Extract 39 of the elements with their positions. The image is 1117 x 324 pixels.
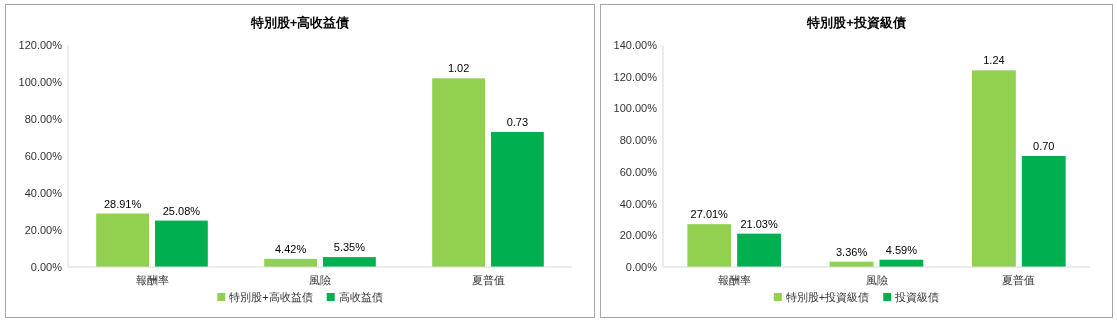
data-label: 27.01% [690, 208, 729, 221]
y-tick-label: 0.00% [625, 261, 658, 273]
legend-label: 投資級債 [894, 291, 940, 303]
legend-label: 高收益債 [338, 291, 383, 303]
data-label: 4.59% [885, 243, 918, 256]
chart-title: 特別股+高收益債 [249, 15, 350, 30]
data-label: 28.91% [103, 197, 142, 210]
legend-label: 特別股+投資級債 [785, 291, 870, 303]
chart-title: 特別股+投資級債 [806, 15, 906, 30]
data-label: 4.42% [275, 242, 307, 255]
x-tick-label: 報酬率 [135, 274, 169, 286]
data-label: 3.36% [835, 245, 868, 258]
data-label: 0.73 [506, 115, 529, 128]
legend-label: 特別股+高收益債 [229, 291, 313, 303]
y-tick-label: 100.00% [18, 76, 63, 88]
data-label: 0.70 [1033, 140, 1055, 152]
y-tick-label: 20.00% [24, 224, 63, 236]
x-tick-label: 夏普值 [1002, 274, 1036, 286]
data-label: 1.02 [447, 62, 470, 75]
y-tick-label: 140.00% [613, 39, 658, 51]
y-tick-label: 40.00% [24, 187, 63, 199]
x-tick-label: 報酬率 [717, 274, 751, 286]
y-tick-label: 120.00% [18, 39, 63, 51]
y-tick-label: 20.00% [619, 229, 658, 242]
y-tick-label: 60.00% [24, 150, 63, 162]
y-tick-label: 100.00% [613, 102, 658, 115]
y-tick-label: 40.00% [619, 197, 658, 210]
y-tick-label: 80.00% [619, 134, 658, 147]
x-tick-label: 夏普值 [471, 274, 505, 286]
data-label: 21.03% [740, 217, 778, 230]
y-tick-label: 60.00% [619, 165, 658, 178]
data-label: 1.24 [983, 54, 1005, 67]
data-label: 25.08% [162, 204, 201, 217]
data-label: 5.35% [333, 241, 366, 254]
x-tick-label: 風險 [865, 274, 888, 286]
y-tick-label: 0.00% [30, 261, 63, 273]
y-tick-label: 80.00% [24, 113, 63, 125]
x-tick-label: 風險 [309, 274, 331, 286]
y-tick-label: 120.00% [613, 70, 658, 83]
